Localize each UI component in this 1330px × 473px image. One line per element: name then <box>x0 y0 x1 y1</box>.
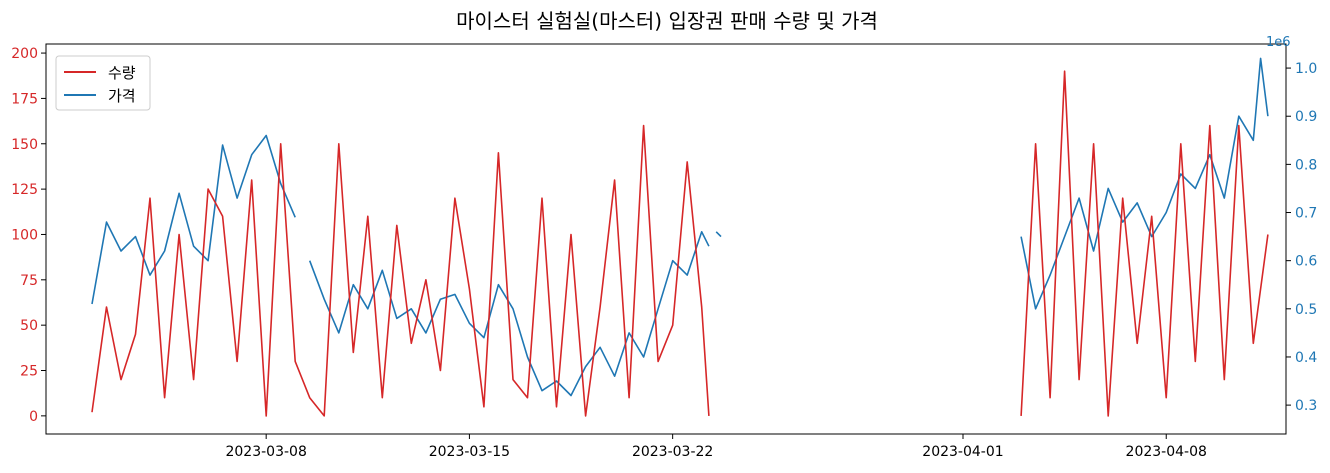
y2-tick-label: 0.8 <box>1295 157 1317 173</box>
y-tick-label: 100 <box>11 227 38 243</box>
series-layer <box>91 57 1269 417</box>
y-tick-label: 125 <box>11 182 38 198</box>
y-tick-label: 175 <box>11 91 38 107</box>
x-tick-label: 2023-03-15 <box>429 444 510 460</box>
series-line-quantity <box>91 70 1269 417</box>
y2-offset-text: 1e6 <box>1266 35 1291 50</box>
x-tick-label: 2023-03-22 <box>632 444 713 460</box>
y2-tick-label: 0.5 <box>1295 302 1317 318</box>
y2-tick-label: 1.0 <box>1295 61 1317 77</box>
y2-tick-label: 0.4 <box>1295 350 1317 366</box>
plot-area-frame <box>45 43 1287 435</box>
axes-layer: 0 25 50 75 100 125 150 175 200 0.3 0.4 0.5 0.6 0.7 0.8… <box>11 46 1317 460</box>
series-line-price <box>91 57 1269 397</box>
y-tick-label: 150 <box>11 137 38 153</box>
y-tick-label: 50 <box>20 318 38 334</box>
x-tick-label: 2023-04-08 <box>1126 444 1207 460</box>
legend-label-quantity: 수량 <box>108 64 136 82</box>
x-tick-label: 2023-03-08 <box>225 444 306 460</box>
legend: 수량 가격 <box>55 55 151 111</box>
y2-tick-label: 0.9 <box>1295 109 1317 125</box>
y2-tick-label: 0.6 <box>1295 254 1317 270</box>
y2-tick-label: 0.7 <box>1295 206 1317 222</box>
y2-tick-label: 0.3 <box>1295 398 1317 414</box>
legend-frame <box>55 55 151 111</box>
y-tick-label: 200 <box>11 46 38 62</box>
y-tick-label: 75 <box>20 273 38 289</box>
y-tick-label: 25 <box>20 364 38 380</box>
chart-title: 마이스터 실험실(마스터) 입장권 판매 수량 및 가격 <box>456 9 878 33</box>
y-tick-label: 0 <box>29 409 38 425</box>
legend-label-price: 가격 <box>108 87 136 105</box>
x-tick-label: 2023-04-01 <box>922 444 1003 460</box>
